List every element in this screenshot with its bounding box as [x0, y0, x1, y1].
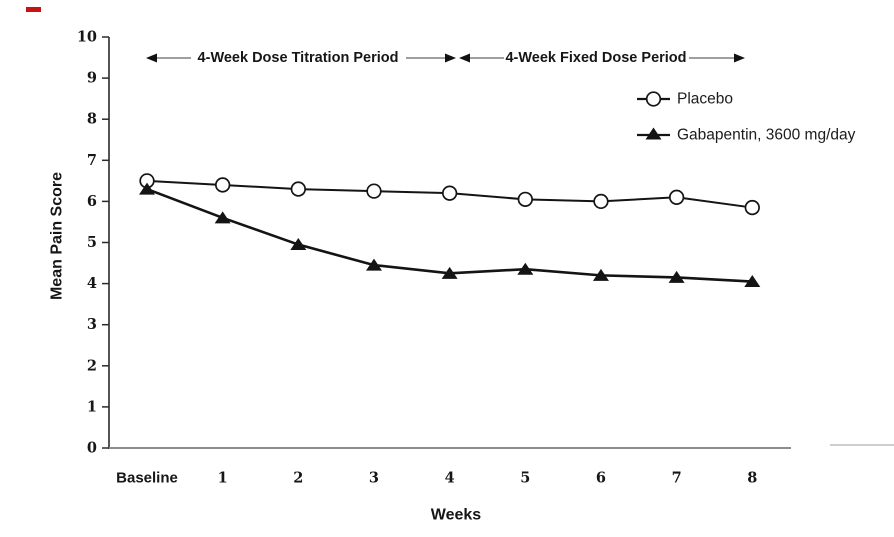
- circle-marker-icon: [593, 193, 609, 210]
- triangle-marker-icon: [645, 127, 662, 140]
- y-tick-label: 7: [87, 152, 97, 169]
- x-tick-label: 6: [596, 470, 606, 487]
- triangle-marker-icon: [517, 262, 534, 275]
- circle-marker-icon: [517, 191, 533, 207]
- triangle-marker-icon: [290, 238, 307, 251]
- x-axis-title: Weeks: [431, 507, 482, 524]
- y-tick-label: 3: [87, 316, 97, 333]
- y-tick-label: 2: [87, 357, 97, 374]
- y-tick-label: 9: [87, 70, 97, 87]
- circle-marker-icon: [744, 199, 760, 216]
- x-tick-label: 5: [520, 470, 530, 487]
- circle-marker-icon: [215, 177, 231, 193]
- y-tick-label: 8: [87, 111, 97, 128]
- y-tick-label: 5: [87, 234, 97, 251]
- circle-marker-icon: [668, 189, 685, 205]
- y-tick-label: 4: [87, 275, 97, 292]
- y-tick-label: 1: [87, 398, 97, 415]
- arrow-left-icon: [459, 53, 470, 63]
- triangle-marker-icon: [441, 266, 458, 279]
- triangle-marker-icon: [592, 268, 609, 281]
- triangle-marker-icon: [139, 182, 155, 195]
- red-mark: [26, 7, 41, 12]
- x-tick-label: 1: [218, 470, 228, 487]
- arrow-right-icon: [734, 53, 745, 63]
- x-tick-label: 7: [672, 470, 682, 487]
- y-axis-title: Mean Pain Score: [49, 172, 66, 300]
- legend-label: Placebo: [677, 91, 733, 108]
- annotation-label: 4-Week Fixed Dose Period: [505, 50, 686, 66]
- circle-marker-icon: [290, 181, 306, 197]
- legend-label: Gabapentin, 3600 mg/day: [677, 127, 856, 144]
- x-tick-label: 8: [747, 470, 757, 487]
- arrow-right-icon: [445, 53, 456, 63]
- y-tick-label: 0: [87, 440, 97, 457]
- arrow-left-icon: [146, 53, 157, 63]
- triangle-marker-icon: [744, 275, 761, 288]
- circle-marker-icon: [441, 185, 458, 201]
- triangle-marker-icon: [214, 211, 231, 224]
- triangle-marker-icon: [668, 270, 685, 283]
- annotation-label: 4-Week Dose Titration Period: [198, 50, 399, 66]
- x-tick-label: Baseline: [116, 470, 178, 487]
- x-tick-label: 3: [369, 470, 379, 487]
- circle-marker-icon: [645, 91, 662, 107]
- x-tick-label: 4: [445, 470, 455, 487]
- x-tick-label: 2: [293, 470, 303, 487]
- y-tick-label: 6: [87, 193, 97, 210]
- triangle-marker-icon: [365, 258, 382, 271]
- y-tick-label: 10: [77, 29, 97, 46]
- circle-marker-icon: [366, 183, 382, 199]
